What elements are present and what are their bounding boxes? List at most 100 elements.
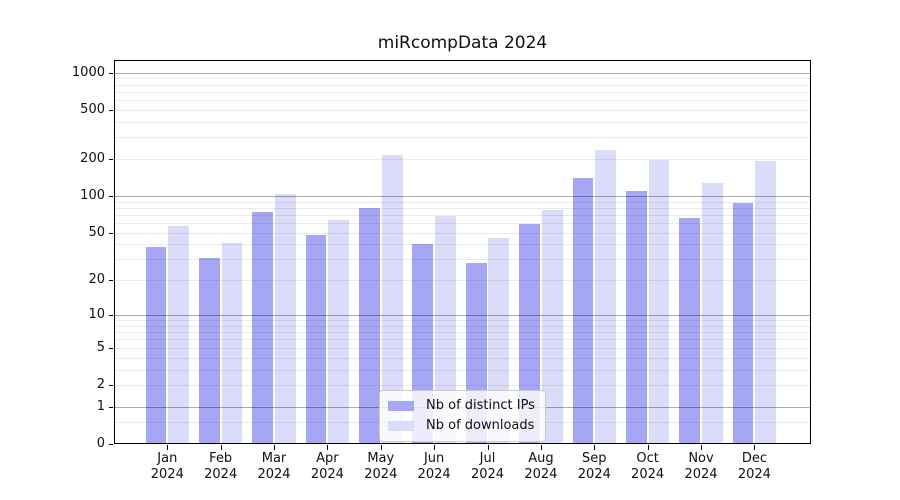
gridline-40 [114,244,811,246]
grid-layer [114,60,811,444]
gridline-7 [114,332,811,334]
gridline-9 [114,320,811,322]
gridline-8 [114,325,811,327]
y-tick-mark-0 [109,444,113,445]
y-tick-label-5: 5 [96,339,105,355]
x-tick-label-oct: Oct 2024 [631,451,665,482]
x-tick-mark-may [380,445,382,450]
bar-downloads-nov [701,182,723,444]
x-tick-mark-jul [487,445,489,450]
legend-swatch-ips [388,400,414,411]
x-tick-label-jun: Jun 2024 [417,451,451,482]
y-tick-label-100: 100 [80,188,105,203]
gridline-6 [114,339,811,341]
y-tick-mark-2 [109,385,113,386]
x-tick-label-jul: Jul 2024 [470,451,505,482]
x-tick-mark-nov [701,445,702,450]
y-tick-label-50: 50 [88,224,105,240]
gridline-1000 [114,72,811,74]
x-tick-mark-aug [540,445,542,450]
gridline-30 [114,259,811,261]
x-tick-label-nov: Nov 2024 [684,451,718,482]
gridline-4 [114,357,811,359]
x-tick-label-dec: Dec 2024 [737,451,771,482]
x-tick-mark-mar [274,445,275,450]
y-tick-label-10: 10 [88,307,105,323]
plot-area [114,60,811,444]
gridline-500 [114,109,811,111]
legend-label-downloads: Nb of downloads [426,418,535,433]
gridline-90 [114,201,811,203]
bar-ips-mar [252,212,274,444]
bar-ips-apr [305,234,327,444]
bar-ips-dec [732,202,754,444]
y-tick-label-1000: 1000 [71,64,105,80]
x-tick-mark-feb [220,445,222,450]
y-tick-mark-200 [109,159,113,160]
legend-entry-downloads: Nb of downloads [388,416,535,435]
gridline-300 [114,137,811,139]
x-tick-label-feb: Feb 2024 [204,451,238,482]
bar-ips-feb [198,257,220,444]
gridline-100 [114,196,811,197]
x-tick-mark-jun [434,445,436,450]
y-tick-mark-10 [109,315,113,317]
legend-label-ips: Nb of distinct IPs [426,398,535,413]
y-tick-mark-500 [109,109,113,111]
gridline-600 [114,100,811,102]
gridline-700 [114,91,811,93]
bar-downloads-jan [168,225,190,444]
legend-entry-ips: Nb of distinct IPs [388,396,535,415]
x-tick-label-mar: Mar 2024 [257,451,291,482]
bar-downloads-feb [221,243,243,444]
bar-ips-jan [145,247,167,444]
y-tick-label-1: 1 [96,398,105,414]
y-tick-mark-100 [109,196,113,197]
gridline-900 [114,78,811,80]
bar-ips-nov [679,218,701,444]
x-tick-label-may: May 2024 [364,451,398,482]
bar-downloads-mar [274,194,296,444]
bar-ips-aug [519,224,540,444]
y-tick-mark-50 [109,232,113,234]
gridline-800 [114,84,811,86]
bar-downloads-may [381,155,403,444]
gridline-200 [114,159,811,160]
gridline-10 [114,315,811,317]
x-tick-mark-oct [647,445,649,450]
gridline-400 [114,121,811,123]
gridline-70 [114,214,811,216]
legend: Nb of distinct IPs Nb of downloads [379,390,546,442]
bar-downloads-apr [328,219,350,444]
x-tick-mark-sep [594,445,596,450]
bar-ips-sep [572,178,594,444]
bar-downloads-aug [541,209,563,444]
gridline-2 [114,385,811,386]
x-tick-mark-apr [327,445,329,450]
bar-downloads-oct [648,159,670,444]
bar-ips-may [359,207,380,444]
y-tick-mark-1 [109,406,113,408]
x-tick-label-jan: Jan 2024 [150,451,184,482]
chart-title: miRcompData 2024 [377,33,548,53]
x-tick-label-aug: Aug 2024 [524,451,558,482]
x-tick-mark-dec [754,445,756,450]
legend-swatch-downloads [388,420,414,431]
x-tick-label-sep: Sep 2024 [577,451,611,482]
x-tick-label-apr: Apr 2024 [310,451,344,482]
gridline-60 [114,223,811,225]
bar-downloads-sep [595,150,617,444]
gridline-50 [114,232,811,234]
bar-ips-oct [625,190,647,444]
y-tick-label-500: 500 [80,101,105,117]
bar-downloads-dec [755,160,777,444]
gridline-5 [114,347,811,349]
gridline-20 [114,280,811,282]
y-tick-mark-20 [109,280,113,282]
x-tick-mark-jan [167,445,169,450]
y-tick-label-200: 200 [80,151,105,166]
y-tick-mark-1000 [109,72,113,74]
y-tick-mark-5 [109,347,113,349]
bar-downloads-jun [435,215,456,444]
